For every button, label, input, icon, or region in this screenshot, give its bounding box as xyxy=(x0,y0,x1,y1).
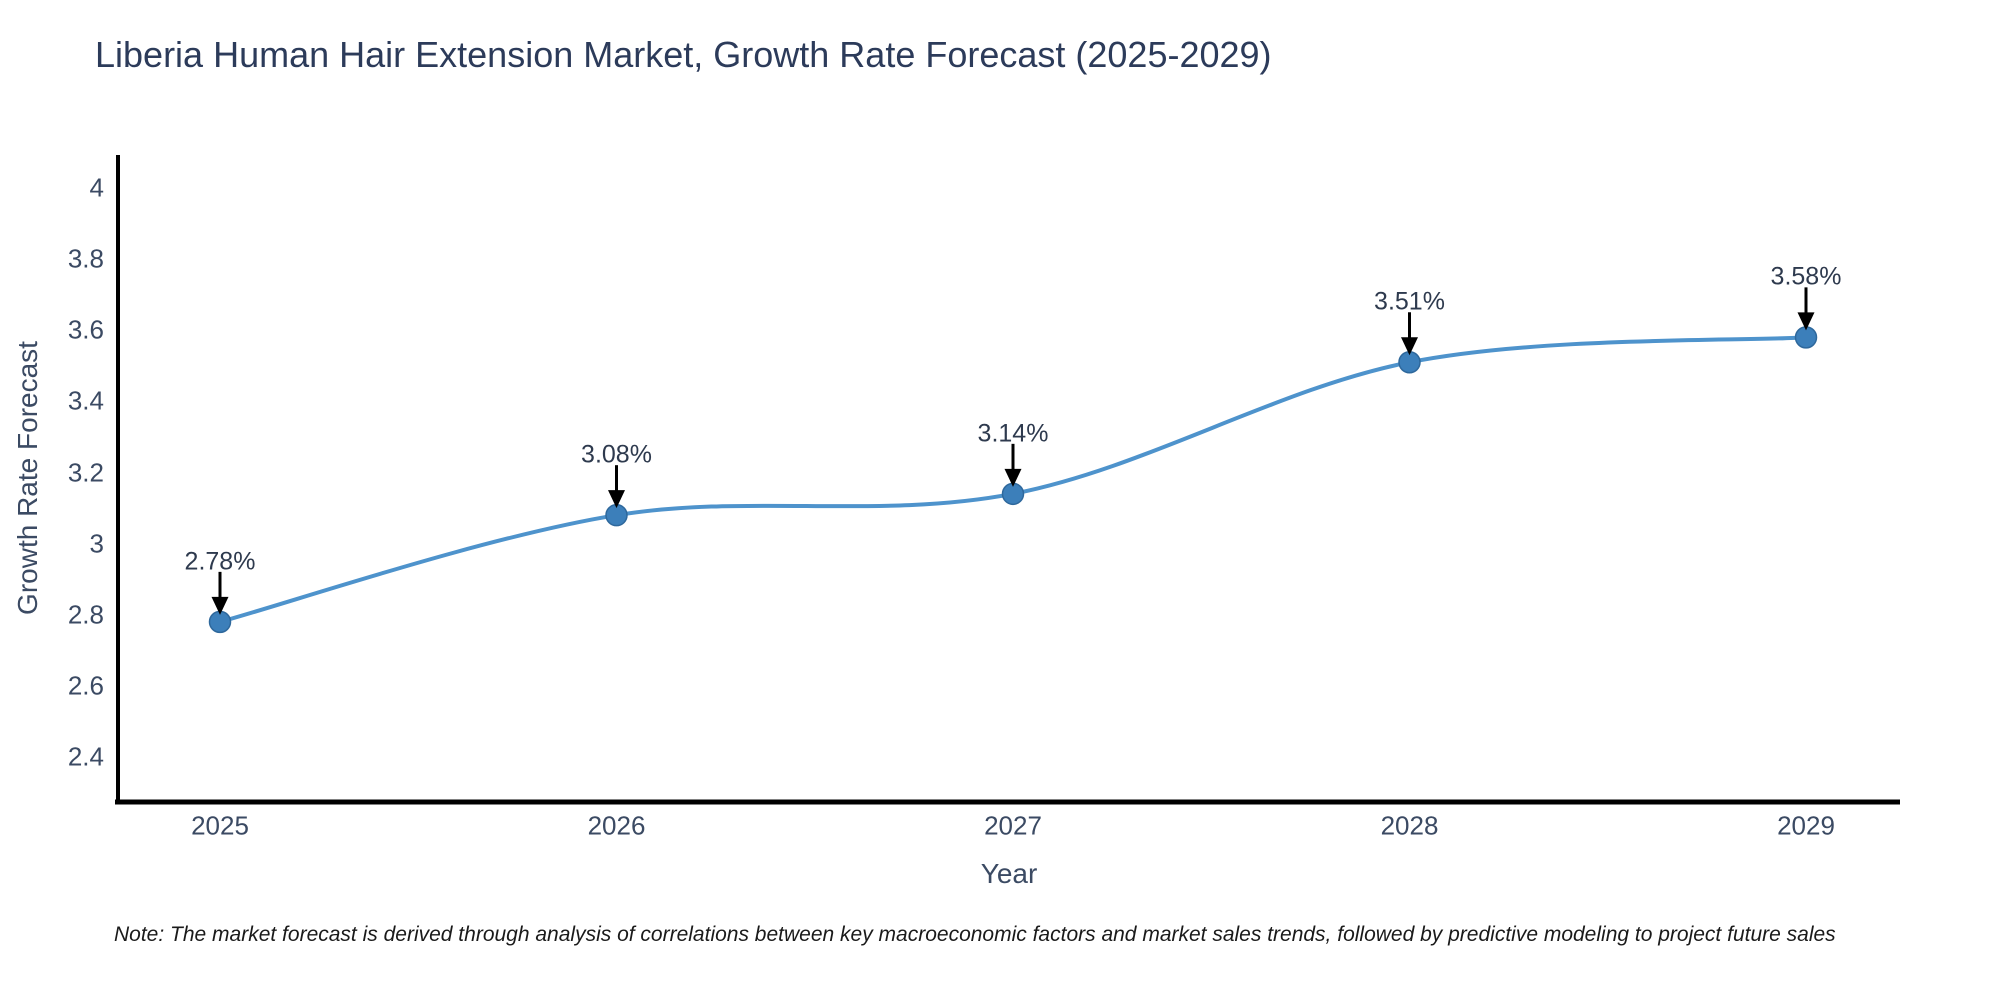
x-tick-label: 2025 xyxy=(191,810,249,841)
chart-title: Liberia Human Hair Extension Market, Gro… xyxy=(95,34,1272,75)
y-tick-label: 4 xyxy=(89,172,104,203)
y-axis-title: Growth Rate Forecast xyxy=(12,341,43,615)
x-axis-title: Year xyxy=(980,858,1038,889)
data-label: 3.08% xyxy=(581,440,652,469)
annotation-arrow-head xyxy=(1401,337,1418,356)
y-tick-label: 2.4 xyxy=(67,741,104,772)
data-label: 2.78% xyxy=(184,547,256,576)
y-tick-label: 3.8 xyxy=(67,243,104,274)
y-tick-label: 2.8 xyxy=(67,599,104,630)
y-tick-label: 2.6 xyxy=(67,670,104,701)
footnote: Note: The market forecast is derived thr… xyxy=(114,923,1836,946)
x-tick-label: 2026 xyxy=(587,810,646,841)
y-tick-label: 3.4 xyxy=(67,385,104,416)
y-tick-label: 3.2 xyxy=(67,457,104,487)
data-label: 3.51% xyxy=(1374,287,1445,316)
annotation-arrow-head xyxy=(1004,468,1022,487)
annotation-arrow-head xyxy=(1797,312,1815,331)
x-tick-label: 2028 xyxy=(1380,810,1439,841)
data-label: 3.58% xyxy=(1770,262,1842,291)
data-label: 3.14% xyxy=(977,419,1049,448)
y-tick-label: 3 xyxy=(89,528,104,559)
x-tick-label: 2029 xyxy=(1777,810,1835,841)
y-tick-label: 3.6 xyxy=(67,314,104,345)
annotation-arrow-head xyxy=(211,596,229,615)
x-tick-label: 2027 xyxy=(984,810,1042,841)
annotation-arrow-head xyxy=(608,490,625,509)
